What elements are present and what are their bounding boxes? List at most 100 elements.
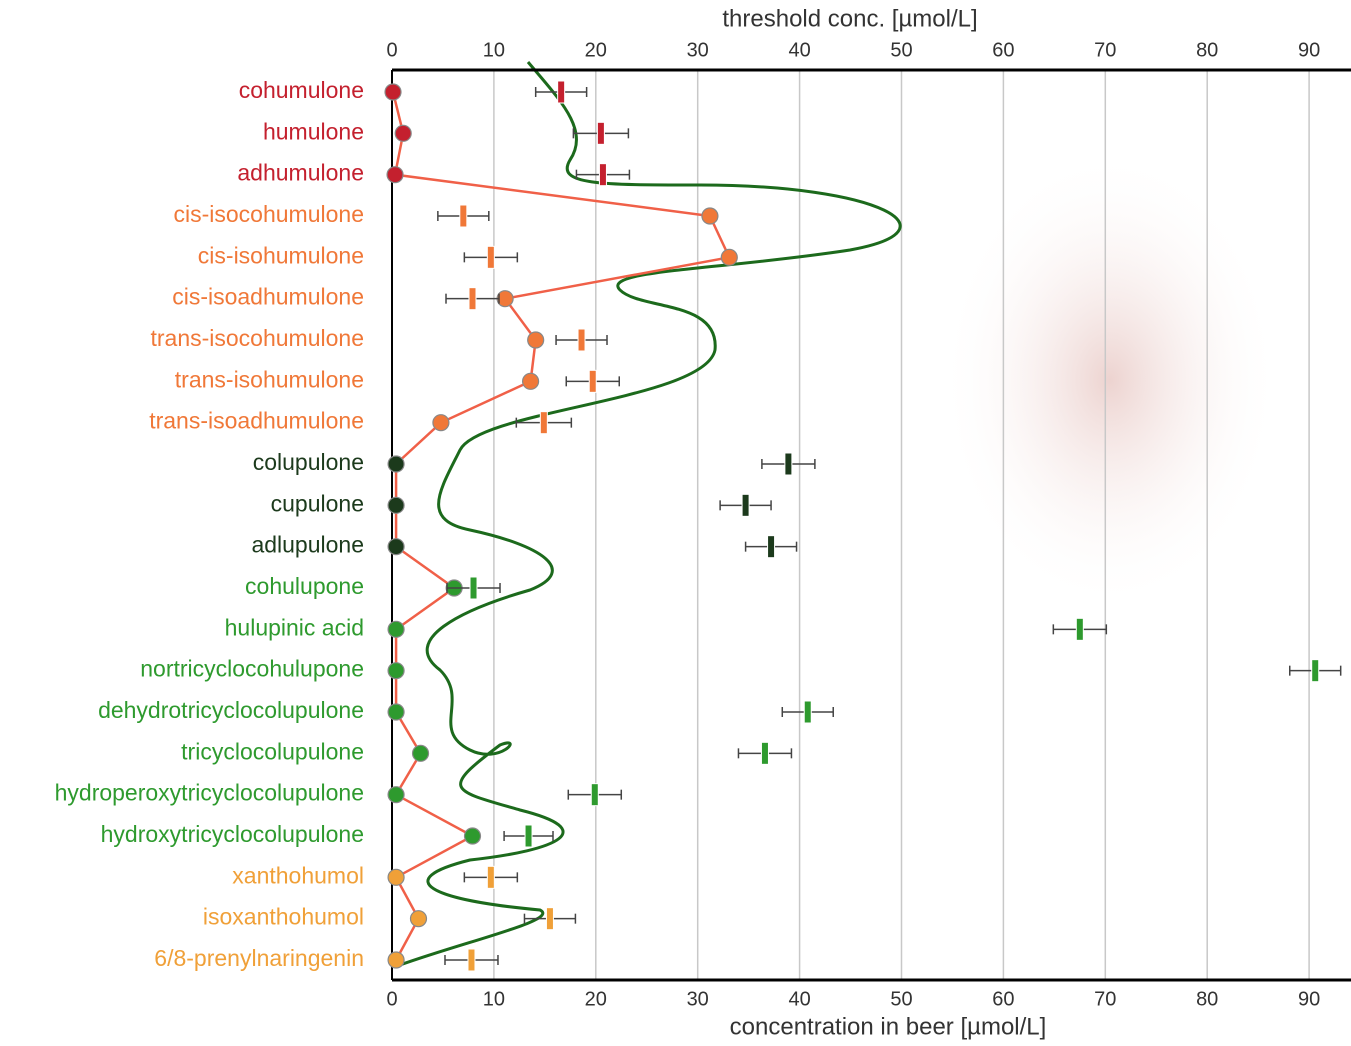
concentration-dot — [387, 951, 405, 969]
x2-tick-label: 70 — [1094, 39, 1116, 61]
x-axis-title: concentration in beer [µmol/L] — [730, 1013, 1047, 1040]
x2-tick-label: 50 — [890, 39, 912, 61]
threshold-marker — [781, 700, 834, 724]
category-label: humulone — [263, 118, 364, 144]
threshold-marker — [565, 369, 620, 393]
category-label: hydroxytricyclocolupulone — [101, 821, 364, 847]
threshold-box — [545, 907, 554, 931]
category-label: cohumulone — [239, 77, 364, 103]
threshold-box — [524, 824, 533, 848]
category-label: cupulone — [271, 490, 364, 516]
grid — [493, 70, 1310, 980]
concentration-dot — [384, 83, 402, 101]
concentration-dot — [387, 538, 405, 556]
threshold-box — [588, 369, 597, 393]
threshold-box — [596, 121, 605, 145]
concentration-dot — [394, 124, 412, 142]
concentration-dot — [432, 414, 450, 432]
threshold-marker — [445, 287, 500, 311]
category-label: adhumulone — [237, 160, 364, 186]
threshold-box — [590, 783, 599, 807]
category-label: trans-isoadhumulone — [149, 408, 364, 434]
threshold-marker — [515, 411, 573, 435]
category-label: trans-isocohumulone — [150, 325, 364, 351]
threshold-box — [486, 245, 495, 269]
category-label: cohulupone — [245, 573, 364, 599]
category-label: dehydrotricyclocolupulone — [98, 697, 364, 723]
x-tick-label: 20 — [585, 988, 607, 1010]
x2-tick-label: 90 — [1298, 39, 1320, 61]
category-label: trans-isohumulone — [175, 366, 364, 392]
concentration-dot — [409, 910, 428, 928]
x-tick-label: 80 — [1196, 988, 1218, 1010]
x2-tick-label: 0 — [386, 39, 397, 61]
x2-tick-label: 40 — [788, 39, 810, 61]
threshold-box — [1075, 617, 1084, 641]
concentration-dot — [411, 744, 430, 762]
threshold-marker — [437, 204, 490, 228]
threshold-marker — [575, 163, 631, 187]
threshold-marker — [555, 328, 608, 352]
concentration-dot — [720, 248, 738, 266]
category-label: hulupinic acid — [225, 614, 364, 640]
threshold-marker — [463, 865, 519, 889]
threshold-box — [767, 535, 776, 559]
concentration-dot — [521, 372, 540, 390]
threshold-box — [741, 493, 750, 517]
x2-axis-title: threshold conc. [µmol/L] — [722, 5, 977, 32]
category-label: cis-isocohumulone — [174, 201, 364, 227]
category-label: hydroperoxytricyclocolupulone — [55, 780, 364, 806]
threshold-box — [598, 163, 607, 187]
threshold-box — [1311, 659, 1320, 683]
x-tick-label: 90 — [1298, 988, 1320, 1010]
x-tick-label: 0 — [386, 988, 397, 1010]
concentration-dot — [387, 786, 405, 804]
concentration-dot — [387, 868, 405, 886]
threshold-box — [468, 287, 477, 311]
category-label: adlupulone — [251, 532, 364, 558]
threshold-marker — [446, 576, 501, 600]
concentration-dot — [387, 496, 405, 514]
threshold-box — [760, 741, 769, 765]
x-tick-label: 40 — [788, 988, 810, 1010]
concentration-dot — [387, 620, 405, 638]
threshold-marker — [761, 452, 816, 476]
threshold-marker — [744, 535, 798, 559]
concentration-dot — [701, 207, 719, 225]
category-label: cis-isoadhumulone — [172, 284, 364, 310]
x-tick-label: 10 — [483, 988, 505, 1010]
concentration-dot — [387, 703, 405, 721]
category-label: tricyclocolupulone — [181, 738, 364, 764]
category-label: cis-isohumulone — [198, 242, 364, 268]
threshold-box — [784, 452, 793, 476]
x2-tick-label: 60 — [992, 39, 1014, 61]
concentration-line — [391, 91, 732, 961]
threshold-marker — [444, 948, 499, 972]
decorative-curve — [399, 61, 902, 967]
background-image — [940, 150, 1280, 610]
category-label: nortricyclocohulupone — [140, 656, 364, 682]
x-tick-label: 70 — [1094, 988, 1116, 1010]
concentration-dot — [463, 827, 482, 845]
category-label: 6/8-prenylnaringenin — [154, 945, 364, 971]
threshold-marker — [737, 741, 793, 765]
threshold-box — [467, 948, 476, 972]
threshold-box — [459, 204, 468, 228]
threshold-marker — [534, 80, 588, 104]
threshold-box — [469, 576, 478, 600]
threshold-box — [557, 80, 566, 104]
x2-tick-label: 30 — [687, 39, 709, 61]
category-label: xanthohumol — [232, 862, 364, 888]
concentration-dot — [387, 662, 405, 680]
category-label: isoxanthohumol — [203, 904, 364, 930]
threshold-box — [486, 865, 495, 889]
x-tick-label: 30 — [687, 988, 709, 1010]
x2-tick-label: 20 — [585, 39, 607, 61]
threshold-marker — [463, 245, 519, 269]
marks — [384, 80, 1342, 972]
threshold-marker — [567, 783, 623, 807]
threshold-marker — [1052, 617, 1108, 641]
x2-tick-label: 80 — [1196, 39, 1218, 61]
threshold-marker — [719, 493, 772, 517]
